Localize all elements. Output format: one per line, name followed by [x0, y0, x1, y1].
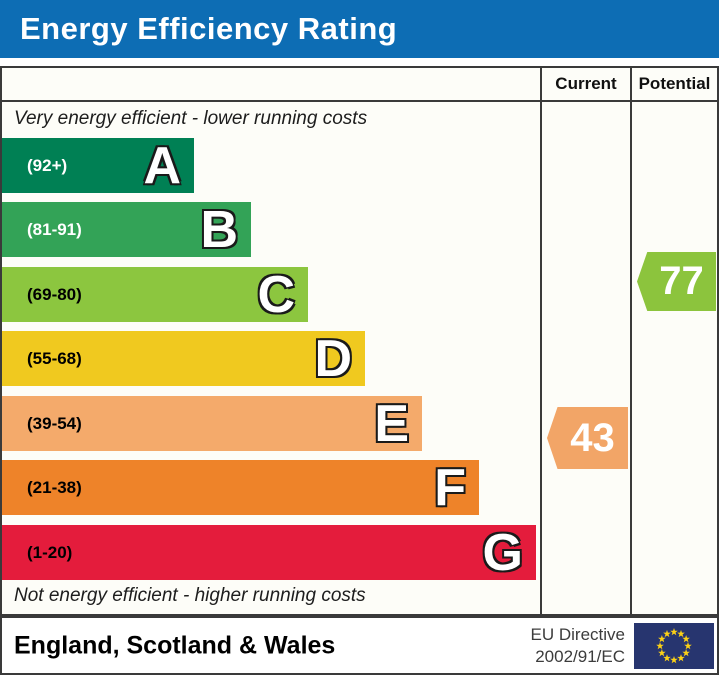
band-row-g: (1-20) G — [2, 525, 536, 580]
band-range-label: (81-91) — [27, 219, 82, 239]
band-range-label: (69-80) — [27, 284, 82, 304]
potential-rating-arrow: 77 — [637, 252, 716, 311]
top-note: Very energy efficient - lower running co… — [14, 108, 368, 129]
band-letter: F — [433, 458, 467, 517]
band-letter: A — [142, 136, 182, 195]
band-letter: E — [373, 394, 410, 453]
band-row-b: (81-91) B — [2, 202, 251, 257]
band-range-label: (39-54) — [27, 413, 82, 433]
current-rating-arrow: 43 — [547, 407, 628, 469]
header-row-divider — [2, 100, 717, 102]
region-label: England, Scotland & Wales — [14, 631, 336, 659]
eu-directive-line1: EU Directive — [530, 624, 625, 644]
band-range-label: (55-68) — [27, 348, 82, 368]
band-range-label: (92+) — [27, 155, 68, 175]
band-row-e: (39-54) E — [2, 396, 422, 451]
current-column-divider — [540, 68, 542, 614]
eu-directive-line2: 2002/91/EC — [535, 646, 625, 666]
title-bar: Energy Efficiency Rating — [0, 0, 719, 58]
page-title: Energy Efficiency Rating — [20, 11, 398, 46]
potential-column-divider — [630, 68, 632, 614]
column-header-current: Current — [555, 74, 617, 93]
current-rating-value: 43 — [570, 415, 615, 460]
column-header-potential: Potential — [638, 74, 711, 93]
band-letter: C — [256, 265, 296, 324]
band-letter: B — [199, 200, 239, 259]
band-range-label: (21-38) — [27, 477, 82, 497]
potential-rating-value: 77 — [659, 259, 704, 303]
band-row-a: (92+) A — [2, 138, 194, 193]
eu-flag-icon — [634, 622, 714, 669]
bottom-note: Not energy efficient - higher running co… — [14, 585, 366, 606]
band-range-label: (1-20) — [27, 542, 73, 562]
band-letter: D — [313, 329, 353, 388]
band-row-d: (55-68) D — [2, 331, 365, 386]
footer: England, Scotland & Wales EU Directive 2… — [0, 616, 719, 675]
eu-directive-label: EU Directive 2002/91/EC — [531, 623, 625, 667]
band-row-f: (21-38) F — [2, 460, 479, 515]
band-row-c: (69-80) C — [2, 267, 308, 322]
band-letter: G — [481, 523, 524, 582]
rating-table: Current Potential Very energy efficient … — [0, 66, 719, 616]
